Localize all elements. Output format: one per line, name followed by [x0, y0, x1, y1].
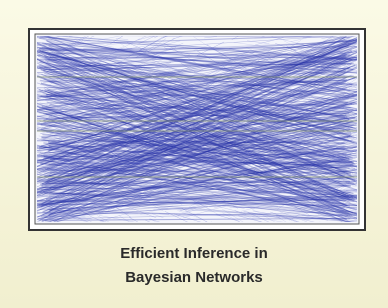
page: Efficient Inference in Bayesian Networks… — [0, 0, 388, 308]
scribble — [30, 15, 388, 243]
caption-line: Bayesian Networks — [125, 269, 263, 286]
caption-line: Efficient Inference in — [120, 245, 268, 262]
cover: Efficient Inference in Bayesian Networks — [0, 0, 388, 308]
